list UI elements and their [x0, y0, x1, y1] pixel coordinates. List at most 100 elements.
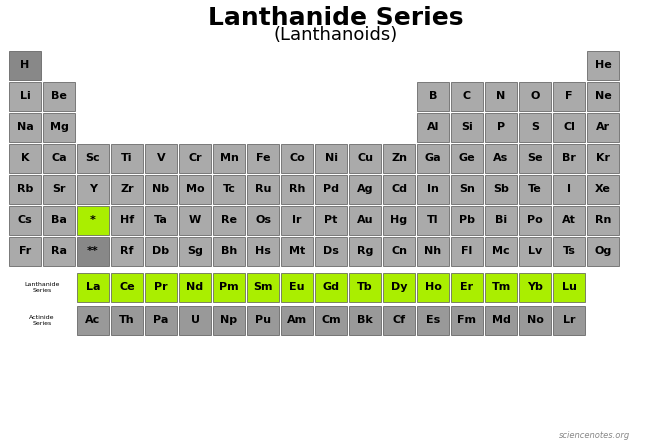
Bar [451, 206, 483, 235]
Bar [144, 273, 177, 302]
Text: Mo: Mo [185, 184, 204, 194]
Text: Ds: Ds [323, 246, 339, 255]
Text: Og: Og [594, 246, 612, 255]
Text: Pr: Pr [154, 281, 168, 292]
Text: Ce: Ce [119, 281, 135, 292]
Bar [383, 144, 415, 173]
Bar [587, 82, 619, 111]
Text: Er: Er [460, 281, 474, 292]
Bar [349, 144, 381, 173]
Bar [281, 175, 313, 204]
Text: Xe: Xe [595, 184, 611, 194]
Bar [247, 144, 279, 173]
Bar [111, 144, 143, 173]
Bar [77, 273, 109, 302]
Bar [179, 237, 211, 266]
Text: Cs: Cs [17, 215, 32, 224]
Bar [587, 144, 619, 173]
Bar [9, 51, 41, 80]
Text: Li: Li [19, 90, 30, 100]
Text: Re: Re [221, 215, 237, 224]
Text: Po: Po [527, 215, 543, 224]
Text: Os: Os [255, 215, 271, 224]
Text: Cd: Cd [391, 184, 407, 194]
Text: Dy: Dy [390, 281, 407, 292]
Bar [349, 273, 381, 302]
Bar [383, 237, 415, 266]
Bar [179, 206, 211, 235]
Bar [43, 237, 75, 266]
Bar [314, 144, 347, 173]
Text: N: N [497, 90, 505, 100]
Bar [213, 306, 245, 335]
Bar [349, 206, 381, 235]
Text: Yb: Yb [527, 281, 543, 292]
Bar [213, 206, 245, 235]
Bar [314, 175, 347, 204]
Bar [485, 175, 517, 204]
Text: Cn: Cn [391, 246, 407, 255]
Text: Rf: Rf [120, 246, 134, 255]
Text: Sr: Sr [52, 184, 66, 194]
Text: I: I [567, 184, 571, 194]
Text: Pu: Pu [255, 314, 271, 324]
Bar [553, 237, 585, 266]
Text: Te: Te [528, 184, 542, 194]
Bar [9, 113, 41, 142]
Text: Ho: Ho [425, 281, 442, 292]
Bar [349, 175, 381, 204]
Text: Nb: Nb [153, 184, 169, 194]
Text: Sm: Sm [253, 281, 273, 292]
Bar [9, 206, 41, 235]
Bar [111, 237, 143, 266]
Bar [43, 144, 75, 173]
Text: Rn: Rn [595, 215, 612, 224]
Bar [247, 306, 279, 335]
Text: Kr: Kr [596, 152, 610, 163]
Bar [451, 237, 483, 266]
Bar [519, 306, 551, 335]
Bar [111, 306, 143, 335]
Text: Eu: Eu [289, 281, 304, 292]
Text: V: V [157, 152, 165, 163]
Bar [451, 175, 483, 204]
Bar [417, 113, 449, 142]
Text: Cr: Cr [188, 152, 202, 163]
Bar [587, 113, 619, 142]
Bar [247, 206, 279, 235]
Text: Md: Md [491, 314, 511, 324]
Text: C: C [463, 90, 471, 100]
Bar [314, 206, 347, 235]
Bar [77, 237, 109, 266]
Text: Pa: Pa [153, 314, 169, 324]
Text: Pb: Pb [459, 215, 475, 224]
Bar [417, 206, 449, 235]
Bar [383, 206, 415, 235]
Text: U: U [190, 314, 200, 324]
Bar [485, 273, 517, 302]
Text: Nd: Nd [186, 281, 204, 292]
Bar [144, 175, 177, 204]
Bar [349, 237, 381, 266]
Text: As: As [493, 152, 509, 163]
Text: Ba: Ba [51, 215, 67, 224]
Bar [383, 175, 415, 204]
Text: *: * [90, 215, 96, 224]
Text: Rg: Rg [357, 246, 373, 255]
Text: Ra: Ra [51, 246, 67, 255]
Bar [43, 206, 75, 235]
Text: Be: Be [51, 90, 67, 100]
Bar [77, 144, 109, 173]
Text: Lv: Lv [528, 246, 542, 255]
Text: Lu: Lu [562, 281, 577, 292]
Bar [519, 113, 551, 142]
Text: Cu: Cu [357, 152, 373, 163]
Bar [519, 273, 551, 302]
Text: S: S [531, 121, 539, 132]
Bar [213, 237, 245, 266]
Text: Tm: Tm [491, 281, 511, 292]
Text: Rb: Rb [17, 184, 33, 194]
Text: Mt: Mt [289, 246, 305, 255]
Text: sciencenotes.org: sciencenotes.org [558, 431, 630, 440]
Text: Tl: Tl [427, 215, 439, 224]
